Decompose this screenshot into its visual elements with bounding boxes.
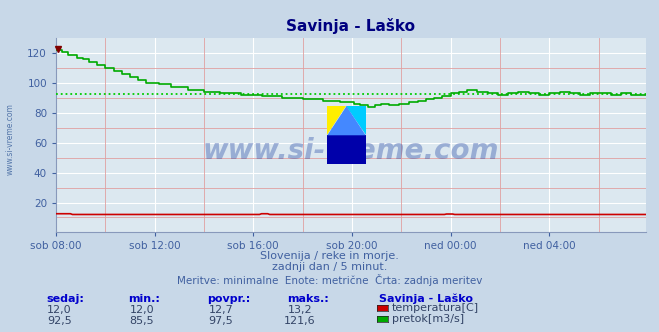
Text: sedaj:: sedaj: <box>46 294 84 304</box>
Text: Slovenija / reke in morje.: Slovenija / reke in morje. <box>260 251 399 261</box>
Text: 13,2: 13,2 <box>287 305 312 315</box>
Text: min.:: min.: <box>129 294 160 304</box>
Text: www.si-vreme.com: www.si-vreme.com <box>203 137 499 165</box>
Text: 92,5: 92,5 <box>47 316 72 326</box>
Title: Savinja - Laško: Savinja - Laško <box>287 18 415 34</box>
Text: 12,7: 12,7 <box>208 305 233 315</box>
Text: 121,6: 121,6 <box>284 316 316 326</box>
Text: maks.:: maks.: <box>287 294 328 304</box>
Text: Meritve: minimalne  Enote: metrične  Črta: zadnja meritev: Meritve: minimalne Enote: metrične Črta:… <box>177 274 482 286</box>
Text: 12,0: 12,0 <box>129 305 154 315</box>
Text: povpr.:: povpr.: <box>208 294 251 304</box>
Text: www.si-vreme.com: www.si-vreme.com <box>5 104 14 175</box>
Text: pretok[m3/s]: pretok[m3/s] <box>392 314 464 324</box>
Text: Savinja - Laško: Savinja - Laško <box>379 294 473 304</box>
Text: 97,5: 97,5 <box>208 316 233 326</box>
Text: zadnji dan / 5 minut.: zadnji dan / 5 minut. <box>272 262 387 272</box>
Text: 85,5: 85,5 <box>129 316 154 326</box>
Text: temperatura[C]: temperatura[C] <box>392 303 479 313</box>
Text: 12,0: 12,0 <box>47 305 72 315</box>
